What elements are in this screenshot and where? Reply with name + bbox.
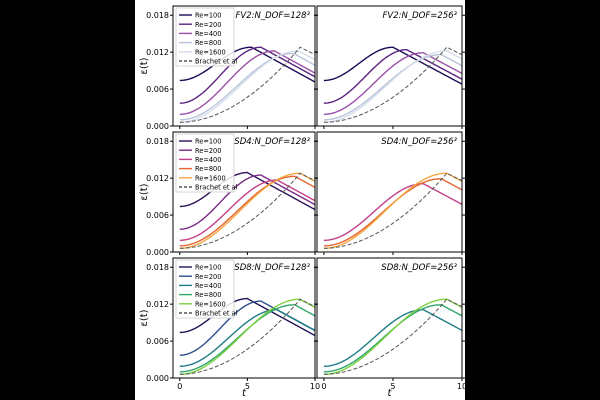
y-axis-label: ε(t) xyxy=(139,57,150,74)
y-tick-label: 0.018 xyxy=(146,263,169,272)
x-tick-label: 0 xyxy=(321,382,326,391)
panel-title: SD8:N_DOF=256³ xyxy=(381,263,457,273)
y-tick-label: 0.006 xyxy=(146,211,169,220)
chart-panel-1: 0.000 0.006 0.012 0.018 ε(t) FV2:N_DOF=128³ Re… xyxy=(139,5,318,131)
series-line-re-800 xyxy=(179,175,316,247)
figure: 0.000 0.006 0.012 0.018 ε(t) FV2:N_DOF=128³ Re… xyxy=(135,0,465,400)
y-tick-label: 0.012 xyxy=(146,174,169,183)
series-line-re-400 xyxy=(179,179,316,241)
series-line-re-800 xyxy=(179,52,316,121)
legend-label: Re=100 xyxy=(195,264,221,272)
legend-label: Re=200 xyxy=(195,273,221,281)
series-line-re-1600 xyxy=(323,172,463,249)
y-tick-label: 0.000 xyxy=(146,248,169,257)
y-axis-label: ε(t) xyxy=(139,183,150,200)
panel-title: SD4:N_DOF=256³ xyxy=(381,137,457,147)
x-tick-label: 10 xyxy=(457,382,465,391)
legend-box xyxy=(175,7,235,67)
panel-title: FV2:N_DOF=128³ xyxy=(236,11,311,21)
panel-title: SD8:N_DOF=128³ xyxy=(234,263,310,273)
series-line-re-100 xyxy=(179,46,316,83)
series-line-brachet-et-al xyxy=(323,172,463,249)
legend-label: Re=800 xyxy=(195,39,221,47)
legend-label: Brachet et al xyxy=(195,184,238,192)
figure-svg: 0.000 0.006 0.012 0.018 ε(t) FV2:N_DOF=128³ Re… xyxy=(139,5,465,399)
x-tick-label: 0 xyxy=(177,382,182,391)
plot-frame xyxy=(316,257,463,379)
legend-label: Re=400 xyxy=(195,156,221,164)
series-line-re-1600 xyxy=(323,298,463,375)
y-tick-label: 0.012 xyxy=(146,300,169,309)
legend-label: Re=400 xyxy=(195,282,221,290)
series-line-re-400 xyxy=(179,50,316,115)
plot-frame xyxy=(172,5,316,127)
y-axis-label: ε(t) xyxy=(139,309,150,326)
legend-label: Re=200 xyxy=(195,21,221,29)
series-line-re-800 xyxy=(323,304,463,373)
series-line-brachet-et-al xyxy=(323,298,463,375)
legend-label: Re=200 xyxy=(195,147,221,155)
legend-label: Re=1600 xyxy=(195,300,226,308)
legend-label: Brachet et al xyxy=(195,58,238,66)
legend-label: Re=800 xyxy=(195,165,221,173)
series-line-re-1600 xyxy=(179,172,316,249)
y-tick-label: 0.018 xyxy=(146,11,169,20)
series-line-re-400 xyxy=(323,309,463,367)
x-axis-label: t xyxy=(388,388,393,399)
series-line-re-1600 xyxy=(179,50,316,123)
y-tick-label: 0.000 xyxy=(146,122,169,131)
series-line-re-1600 xyxy=(323,50,463,123)
series-line-re-400 xyxy=(323,52,463,115)
x-tick-label: 5 xyxy=(245,382,250,391)
series-line-re-100 xyxy=(323,46,463,85)
plot-frame xyxy=(316,5,463,127)
series-line-brachet-et-al xyxy=(179,298,316,375)
chart-panel-2: FV2:N_DOF=256³ xyxy=(314,5,465,129)
plot-frame xyxy=(316,131,463,253)
y-tick-label: 0.000 xyxy=(146,374,169,383)
chart-panel-4: SD4:N_DOF=256³ xyxy=(314,131,465,255)
y-tick-label: 0.006 xyxy=(146,85,169,94)
chart-panel-5: 0.000 0.006 0.012 0.018 0 5 10 ε(t) SD8:N_DOF=12… xyxy=(139,257,320,391)
series-line-re-800 xyxy=(323,178,463,247)
series-line-re-100 xyxy=(179,171,316,211)
plot-frame xyxy=(172,131,316,253)
series-line-brachet-et-al xyxy=(179,172,316,249)
y-tick-label: 0.012 xyxy=(146,48,169,57)
series-line-re-400 xyxy=(323,183,463,241)
y-tick-label: 0.006 xyxy=(146,337,169,346)
panel-title: FV2:N_DOF=256³ xyxy=(383,11,458,21)
series-line-brachet-et-al xyxy=(179,46,316,123)
legend-label: Re=100 xyxy=(195,138,221,146)
series-line-re-100 xyxy=(179,297,316,337)
x-axis-label: t xyxy=(242,388,247,399)
legend-label: Re=800 xyxy=(195,291,221,299)
chart-panel-3: 0.000 0.006 0.012 0.018 ε(t) SD4:N_DOF=128³ Re… xyxy=(139,131,318,257)
series-line-re-1600 xyxy=(179,298,316,375)
series-line-brachet-et-al xyxy=(323,46,463,123)
legend-label: Re=400 xyxy=(195,30,221,38)
legend-label: Re=1600 xyxy=(195,48,226,56)
panel-title: SD4:N_DOF=128³ xyxy=(234,137,310,147)
series-line-re-200 xyxy=(179,174,316,230)
legend-box xyxy=(175,259,235,319)
series-line-re-200 xyxy=(179,46,316,104)
series-line-re-800 xyxy=(323,53,463,121)
series-line-re-200 xyxy=(323,49,463,104)
plot-frame xyxy=(172,257,316,379)
legend-label: Re=100 xyxy=(195,12,221,20)
chart-panel-6: 0 5 10 SD8:N_DOF=256³ xyxy=(314,257,465,391)
y-tick-label: 0.018 xyxy=(146,137,169,146)
x-tick-label: 5 xyxy=(390,382,395,391)
legend-label: Brachet et al xyxy=(195,310,238,318)
legend-label: Re=1600 xyxy=(195,174,226,182)
series-line-re-400 xyxy=(179,309,316,367)
legend-box xyxy=(175,133,235,193)
x-tick-label: 10 xyxy=(310,382,320,391)
